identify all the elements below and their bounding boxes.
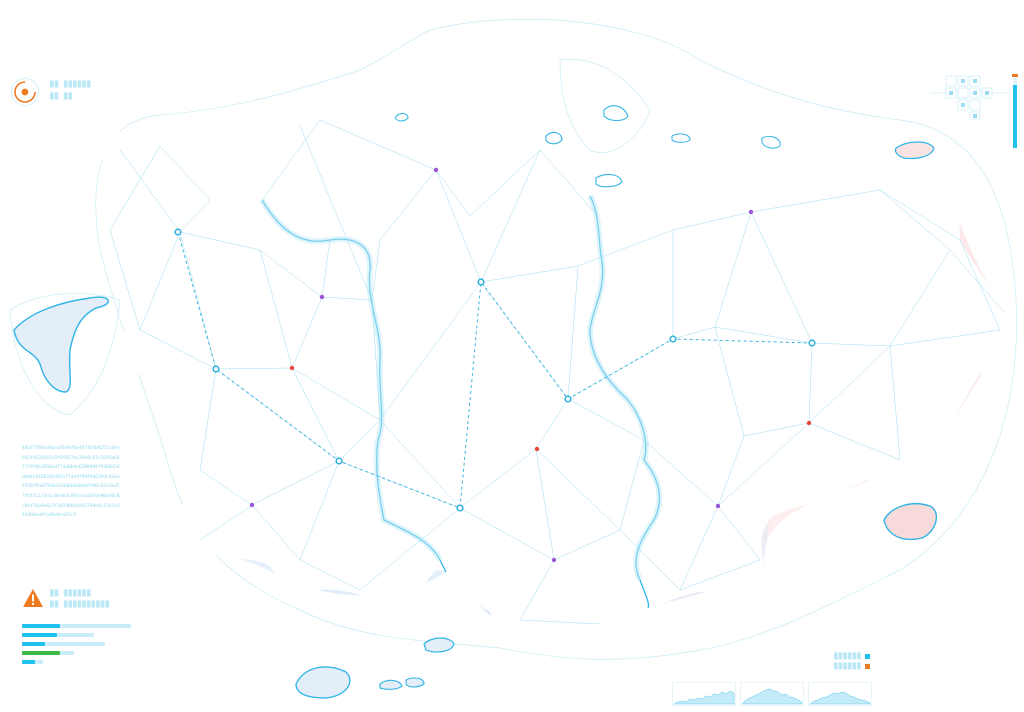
hud-subtitle: ▒▒ ▒▒ (50, 93, 73, 100)
zoom-slider-handle[interactable] (1012, 74, 1018, 77)
histogram-panel (740, 682, 804, 706)
poi-marker-purple[interactable] (250, 503, 254, 507)
legend-label: ▒▒▒▒▒▒ (834, 653, 862, 660)
status-bar (22, 642, 137, 646)
waypoint-node[interactable] (457, 505, 463, 511)
warning-title: ▒▒ ▒▒▒▒▒▒ (50, 590, 92, 597)
legend-label: ▒▒▒▒▒▒ (834, 663, 862, 670)
legend-swatch-orange (865, 664, 870, 669)
legend-swatch-blue (865, 654, 870, 659)
status-bar-fill (22, 660, 35, 664)
zoom-slider-fill (1013, 85, 1017, 148)
status-bars (22, 624, 137, 669)
poi-marker-purple[interactable] (716, 504, 720, 508)
histogram-panel (672, 682, 736, 706)
waypoint-node[interactable] (175, 229, 181, 235)
status-bar (22, 660, 137, 664)
waypoint-node[interactable] (336, 458, 342, 464)
status-bar (22, 624, 137, 628)
legend-item: ▒▒▒▒▒▒ (834, 653, 870, 660)
status-bar (22, 633, 137, 637)
waypoint-node[interactable] (565, 396, 571, 402)
status-bar-fill (22, 642, 45, 646)
compass-icon[interactable] (10, 77, 40, 107)
warning-detail: ▒▒ ▒▒▒▒▒▒▒▒▒▒ (50, 601, 110, 608)
poi-marker-purple[interactable] (320, 295, 324, 299)
poi-marker-purple[interactable] (434, 168, 438, 172)
status-bar-fill (22, 624, 60, 628)
legend-item: ▒▒▒▒▒▒ (834, 663, 870, 670)
status-bar-fill (22, 633, 57, 637)
hud-title: ▒▒ ▒▒▒▒▒▒ (50, 81, 92, 88)
hex-dump: 48d77f88cd4aea7b9bf6e497fb4b8255c6eeb43f… (22, 444, 122, 521)
waypoint-node[interactable] (670, 336, 676, 342)
minimap-grid[interactable] (928, 74, 1010, 120)
poi-marker-red[interactable] (807, 421, 811, 425)
waypoint-node[interactable] (809, 340, 815, 346)
waypoint-node[interactable] (213, 366, 219, 372)
poi-marker-purple[interactable] (552, 558, 556, 562)
waypoint-node[interactable] (478, 279, 484, 285)
zoom-slider[interactable] (1012, 74, 1018, 148)
histogram-panel (808, 682, 872, 706)
status-bar-fill (22, 651, 60, 655)
coastline (99, 102, 1006, 636)
poi-marker-red[interactable] (535, 447, 539, 451)
warning-icon[interactable] (22, 588, 44, 608)
poi-marker-red[interactable] (290, 366, 294, 370)
poi-marker-purple[interactable] (749, 210, 753, 214)
status-bar (22, 651, 137, 655)
